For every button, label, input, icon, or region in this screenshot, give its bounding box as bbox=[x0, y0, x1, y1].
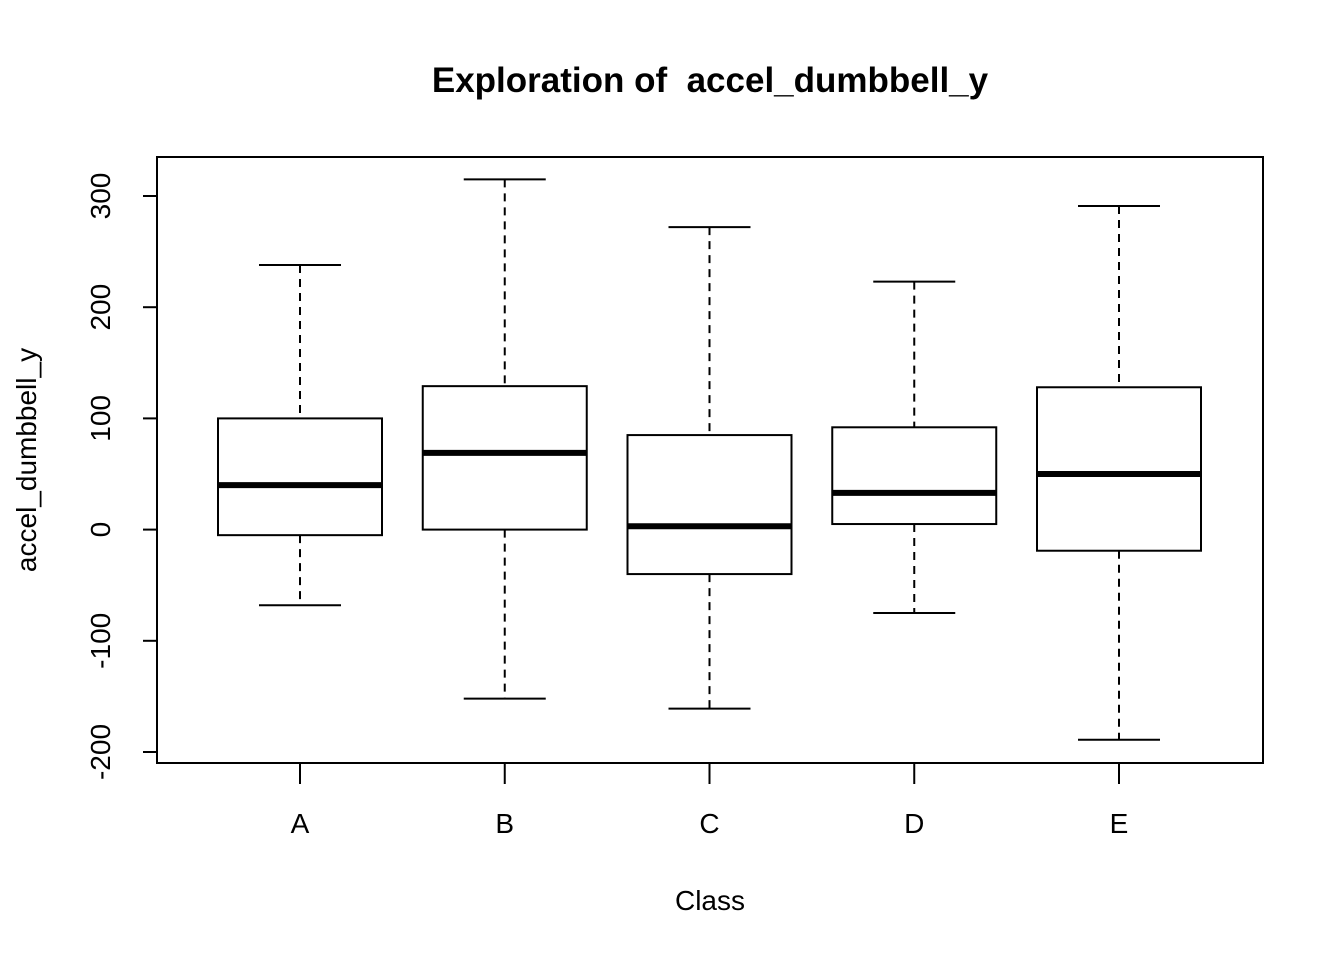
box-c bbox=[626, 226, 793, 710]
y-tick-label: 0 bbox=[85, 522, 116, 538]
chart-title: Exploration of accel_dumbbell_y bbox=[432, 61, 989, 100]
iqr-box bbox=[217, 417, 383, 537]
iqr-box bbox=[831, 426, 998, 526]
box-d bbox=[831, 280, 998, 614]
x-tick-label: A bbox=[291, 808, 310, 839]
x-tick-label: E bbox=[1110, 808, 1129, 839]
box-series bbox=[217, 178, 1202, 741]
x-tick-label: B bbox=[495, 808, 514, 839]
iqr-box bbox=[626, 434, 793, 576]
iqr-box bbox=[1036, 386, 1202, 552]
y-tick-label: -100 bbox=[85, 613, 116, 669]
box-a bbox=[217, 263, 383, 607]
y-tick-label: 300 bbox=[85, 173, 116, 220]
x-axis-label: Class bbox=[675, 885, 745, 916]
y-axis: -200 -100 0 100 200 300 bbox=[85, 173, 158, 780]
y-tick-label: -200 bbox=[85, 724, 116, 780]
x-tick-label: C bbox=[699, 808, 719, 839]
y-tick-label: 200 bbox=[85, 284, 116, 331]
iqr-box bbox=[421, 385, 588, 531]
box-e bbox=[1036, 205, 1202, 741]
x-axis: A B C D E bbox=[291, 763, 1129, 839]
y-tick-label: 100 bbox=[85, 395, 116, 442]
box-b bbox=[421, 178, 588, 700]
x-tick-label: D bbox=[904, 808, 924, 839]
y-axis-label: accel_dumbbell_y bbox=[11, 348, 42, 572]
